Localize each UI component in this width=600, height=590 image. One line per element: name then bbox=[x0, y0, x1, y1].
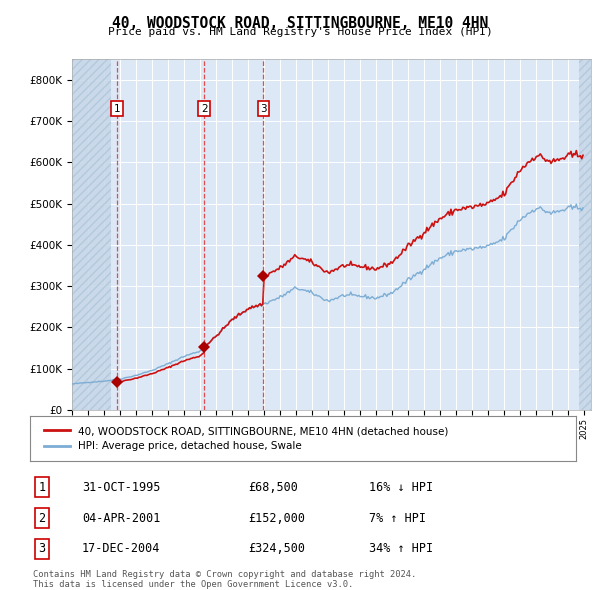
Text: 04-APR-2001: 04-APR-2001 bbox=[82, 512, 160, 525]
Bar bbox=[579, 59, 591, 410]
Text: 17-DEC-2004: 17-DEC-2004 bbox=[82, 542, 160, 556]
Text: Price paid vs. HM Land Registry's House Price Index (HPI): Price paid vs. HM Land Registry's House … bbox=[107, 27, 493, 37]
Text: 31-OCT-1995: 31-OCT-1995 bbox=[82, 480, 160, 494]
Text: 3: 3 bbox=[38, 542, 46, 556]
Text: 34% ↑ HPI: 34% ↑ HPI bbox=[368, 542, 433, 556]
Text: 7% ↑ HPI: 7% ↑ HPI bbox=[368, 512, 425, 525]
Bar bbox=[72, 59, 110, 410]
Text: £68,500: £68,500 bbox=[248, 480, 298, 494]
Text: 3: 3 bbox=[260, 104, 267, 113]
Text: 16% ↓ HPI: 16% ↓ HPI bbox=[368, 480, 433, 494]
Text: 2: 2 bbox=[38, 512, 46, 525]
Text: 2: 2 bbox=[201, 104, 208, 113]
Text: Contains HM Land Registry data © Crown copyright and database right 2024.
This d: Contains HM Land Registry data © Crown c… bbox=[33, 570, 416, 589]
Text: 1: 1 bbox=[114, 104, 121, 113]
Text: £152,000: £152,000 bbox=[248, 512, 305, 525]
Text: £324,500: £324,500 bbox=[248, 542, 305, 556]
Text: 1: 1 bbox=[38, 480, 46, 494]
Legend: 40, WOODSTOCK ROAD, SITTINGBOURNE, ME10 4HN (detached house), HPI: Average price: 40, WOODSTOCK ROAD, SITTINGBOURNE, ME10 … bbox=[41, 423, 452, 454]
Text: 40, WOODSTOCK ROAD, SITTINGBOURNE, ME10 4HN: 40, WOODSTOCK ROAD, SITTINGBOURNE, ME10 … bbox=[112, 16, 488, 31]
